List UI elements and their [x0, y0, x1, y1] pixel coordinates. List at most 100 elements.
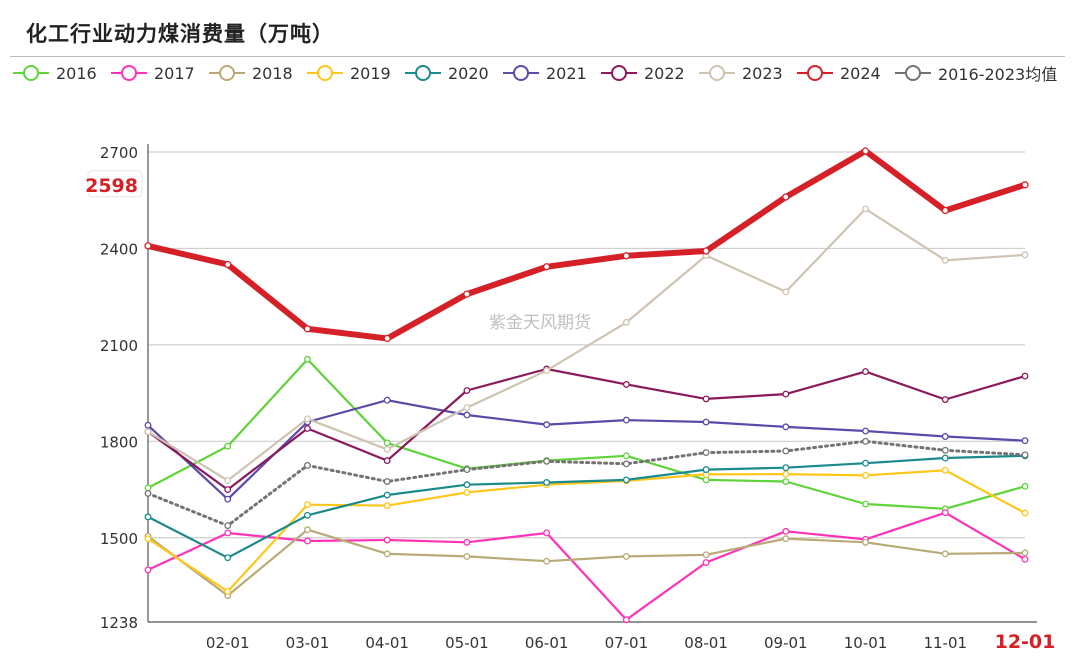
data-point-2017 [1021, 555, 1029, 563]
legend-item-2022[interactable]: 2022 [600, 60, 685, 86]
data-point-2021 [463, 411, 471, 419]
data-point-2017 [941, 509, 949, 517]
data-point-2021 [543, 421, 551, 429]
data-point-2020 [304, 511, 311, 519]
legend-item-avg[interactable]: 2016-2023均值 [894, 60, 1057, 86]
data-point-avg [463, 466, 471, 474]
data-point-2020 [543, 479, 551, 486]
data-point-2023 [144, 428, 152, 436]
data-point-2017 [383, 536, 391, 544]
series-line-2016 [146, 358, 1027, 510]
legend-item-2017[interactable]: 2017 [110, 60, 195, 86]
legend-item-2020[interactable]: 2020 [404, 60, 489, 86]
x-tick-label: 08-01 [684, 634, 728, 652]
legend-item-2021[interactable]: 2021 [502, 60, 587, 86]
data-point-2016 [702, 476, 710, 484]
data-point-2020 [383, 491, 391, 499]
data-point-2019 [1021, 509, 1029, 517]
x-tick-label: 07-01 [605, 634, 649, 652]
series-layer [144, 147, 1029, 624]
data-point-2023 [463, 404, 471, 412]
data-point-avg [941, 446, 949, 454]
data-point-avg [144, 489, 152, 497]
data-point-2017 [702, 559, 710, 566]
y-tick-label: 1800 [100, 433, 138, 451]
data-point-2020 [862, 459, 869, 467]
legend-marker-icon [699, 65, 735, 81]
legend-item-2019[interactable]: 2019 [306, 60, 391, 86]
data-point-2018 [383, 550, 391, 558]
chart-title: 化工行业动力煤消费量（万吨） [26, 22, 334, 46]
data-point-2019 [862, 471, 869, 479]
legend-item-2018[interactable]: 2018 [208, 60, 293, 86]
y-tick-label: 2700 [100, 144, 138, 162]
data-point-2018 [543, 557, 551, 565]
data-point-2023 [1021, 251, 1029, 259]
data-point-2017 [782, 527, 790, 535]
data-point-2023 [782, 288, 790, 296]
legend-label: 2016-2023均值 [938, 65, 1058, 84]
data-point-2016 [622, 452, 630, 460]
data-point-2022 [622, 380, 630, 388]
data-point-2019 [304, 501, 311, 509]
data-point-2018 [941, 550, 949, 558]
series-line-2017 [146, 511, 1027, 621]
data-point-avg [224, 522, 232, 530]
data-point-2022 [383, 457, 391, 465]
data-point-2024 [303, 325, 312, 333]
data-point-2022 [941, 396, 949, 403]
legend-marker-icon [209, 65, 245, 81]
legend-marker-icon [601, 65, 637, 81]
data-point-2024 [861, 147, 870, 155]
data-point-2021 [862, 427, 869, 435]
data-point-2019 [383, 502, 391, 510]
data-point-2017 [463, 538, 471, 546]
data-point-2018 [702, 551, 710, 559]
legend-label: 2024 [840, 63, 881, 83]
data-point-2019 [144, 535, 152, 543]
data-point-2020 [782, 464, 790, 472]
legend-item-2016[interactable]: 2016 [12, 60, 97, 86]
data-point-2019 [782, 470, 790, 478]
last-value-label: 2598 [85, 175, 138, 197]
data-point-2022 [463, 387, 471, 394]
series-line-2021 [146, 399, 1027, 501]
x-tick-label: 11-01 [923, 634, 967, 652]
legend-label: 2018 [252, 63, 293, 83]
series-line-2022 [146, 367, 1027, 491]
data-point-2019 [224, 588, 232, 595]
x-tick-label: 04-01 [365, 634, 409, 652]
data-point-2018 [1021, 549, 1029, 557]
data-point-2018 [304, 526, 311, 534]
legend-label: 2021 [546, 63, 587, 83]
data-point-avg [543, 457, 551, 465]
data-point-2018 [862, 538, 869, 546]
data-point-avg [862, 437, 869, 445]
data-point-2019 [941, 466, 949, 474]
series-2018 [144, 526, 1029, 600]
y-tick-label: 1238 [100, 614, 138, 632]
data-point-avg [702, 449, 710, 457]
series-2017 [144, 509, 1029, 624]
y-tick-label: 2400 [100, 240, 138, 258]
data-point-2020 [224, 554, 232, 562]
legend-item-2023[interactable]: 2023 [698, 60, 783, 86]
legend-marker-icon [895, 65, 931, 81]
y-tick-label: 1500 [100, 530, 138, 548]
data-point-2020 [463, 481, 471, 489]
data-point-2024 [383, 334, 391, 343]
data-point-2021 [383, 396, 391, 404]
legend-item-2024[interactable]: 2024 [796, 60, 881, 86]
data-point-2021 [702, 418, 710, 426]
data-point-2022 [862, 368, 869, 376]
data-point-avg [1021, 451, 1029, 459]
data-point-2023 [941, 256, 949, 264]
data-point-2022 [702, 395, 710, 403]
data-point-2017 [543, 529, 551, 537]
legend-label: 2023 [742, 63, 783, 83]
data-point-2016 [144, 484, 152, 492]
series-2021 [144, 396, 1029, 503]
legend-marker-icon [111, 65, 147, 81]
series-line-avg [146, 439, 1027, 528]
data-point-2024 [542, 263, 551, 271]
